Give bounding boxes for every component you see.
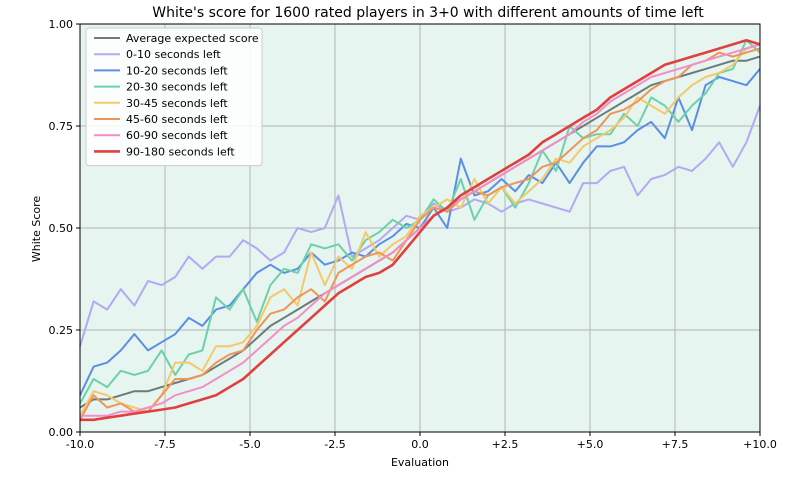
series-line-5 [79, 47, 761, 421]
x-tick-label: -2.5 [324, 438, 345, 451]
legend-entry: 60-90 seconds left [126, 129, 228, 142]
legend-entry: 10-20 seconds left [126, 64, 228, 77]
series-line-4 [79, 43, 761, 417]
legend-box [85, 27, 263, 167]
x-tick-label: -10.0 [66, 438, 94, 451]
legend-entry: 45-60 seconds left [126, 113, 228, 126]
x-axis-label: Evaluation [391, 456, 449, 469]
legend-entry: 90-180 seconds left [126, 145, 235, 158]
legend-entry: Average expected score [126, 32, 259, 45]
y-tick-label: 0.50 [49, 222, 74, 235]
legend-entry: 20-30 seconds left [126, 81, 228, 94]
x-tick-label: -5.0 [239, 438, 260, 451]
series-line-6 [80, 43, 761, 417]
y-tick-label: 0.00 [49, 426, 74, 439]
y-tick-label: 0.25 [49, 324, 74, 337]
legend-entry: 0-10 seconds left [126, 48, 221, 61]
chart-title: White's score for 1600 rated players in … [152, 5, 704, 21]
series-layer [79, 38, 761, 422]
x-tick-label: +10.0 [743, 438, 777, 451]
y-axis: 0.00 0.25 0.50 0.75 1.00 [49, 18, 80, 439]
x-tick-label: +2.5 [492, 438, 519, 451]
x-tick-label: -7.5 [154, 438, 175, 451]
series-line-7 [80, 38, 761, 422]
x-tick-label: 0.0 [411, 438, 429, 451]
x-axis: -10.0 -7.5 -5.0 -2.5 0.0 +2.5 +5.0 +7.5 +10.0 [66, 432, 777, 451]
x-tick-label: +5.0 [577, 438, 604, 451]
x-tick-label: +7.5 [662, 438, 689, 451]
y-tick-label: 0.75 [49, 120, 74, 133]
legend-entry: 30-45 seconds left [126, 97, 228, 110]
legend: Average expected score 0-10 seconds left 1… [85, 27, 263, 167]
y-axis-label: White Score [30, 196, 43, 263]
y-tick-label: 1.00 [49, 18, 74, 31]
